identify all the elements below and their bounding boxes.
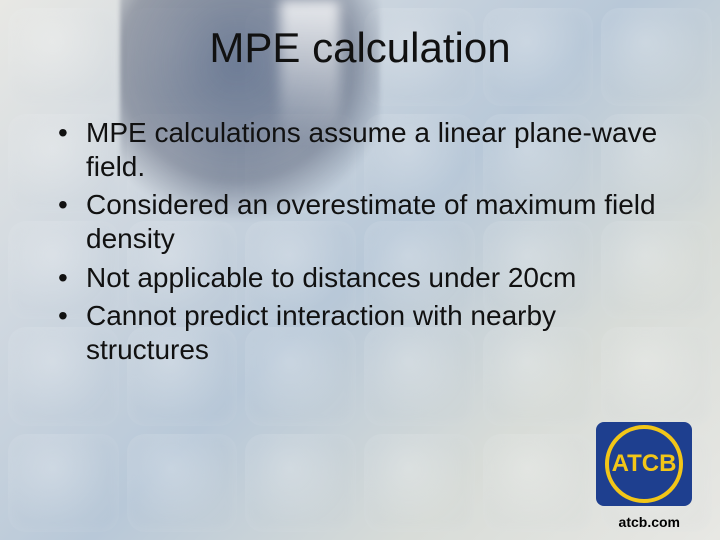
logo: ATCB bbox=[596, 422, 692, 506]
bullet-item: Considered an overestimate of maximum fi… bbox=[58, 188, 672, 256]
bullet-item: Cannot predict interaction with nearby s… bbox=[58, 299, 672, 367]
atcb-logo-icon: ATCB bbox=[596, 422, 692, 506]
logo-text: ATCB bbox=[612, 450, 677, 478]
bullet-item: MPE calculations assume a linear plane-w… bbox=[58, 116, 672, 184]
slide-title: MPE calculation bbox=[48, 24, 672, 72]
bullet-list: MPE calculations assume a linear plane-w… bbox=[48, 116, 672, 367]
footer-url: atcb.com bbox=[619, 514, 680, 530]
bullet-item: Not applicable to distances under 20cm bbox=[58, 261, 672, 295]
